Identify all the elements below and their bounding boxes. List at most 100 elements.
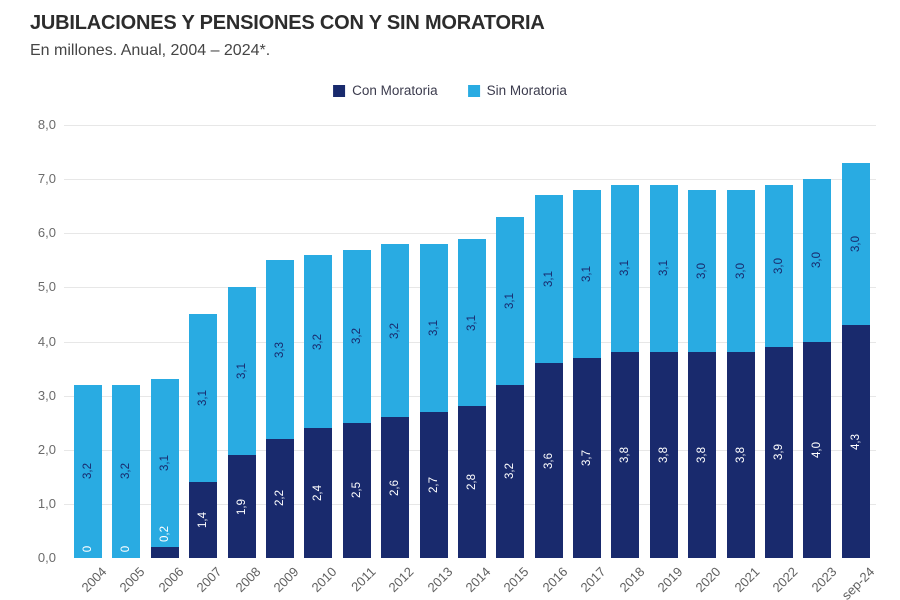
y-tick-2,0: 2,0	[37, 441, 56, 457]
bar-2014: 2,8 3,1 2014	[457, 125, 494, 595]
bar-2005: 0 3,2 2005	[112, 125, 148, 595]
segment-sin-moratoria	[189, 314, 218, 483]
segment-con-moratoria	[150, 547, 179, 558]
segment-sin-moratoria	[457, 238, 486, 407]
legend: Con Moratoria Sin Moratoria	[333, 83, 567, 98]
value-label-con: 3,9	[773, 444, 786, 461]
bar-2009: 2,2 3,3 2009	[265, 125, 302, 595]
bar-2021: 3,8 3,0 2021	[726, 125, 762, 595]
value-label-con: 2,8	[465, 474, 478, 491]
value-label-sin: 3,1	[158, 455, 171, 472]
y-tick-5,0: 5,0	[37, 279, 56, 295]
segment-sin-moratoria	[265, 260, 294, 439]
x-tick-2007: 2007	[193, 564, 225, 596]
chart-subtitle: En millones. Anual, 2004 – 2024*.	[30, 42, 271, 59]
gridline-8,0	[64, 125, 876, 126]
value-label-sin: 3,0	[696, 263, 709, 280]
segment-con-moratoria	[419, 411, 448, 558]
bar-2004: 0 3,2 2004	[74, 125, 110, 595]
x-tick-2012: 2012	[385, 564, 417, 596]
segment-con-moratoria	[803, 341, 832, 558]
segment-con-moratoria	[726, 352, 755, 558]
y-tick-7,0: 7,0	[37, 171, 56, 187]
segment-con-moratoria	[189, 482, 218, 558]
segment-sin-moratoria	[611, 184, 640, 353]
value-label-sin: 3,0	[773, 257, 786, 274]
value-label-sin: 3,2	[350, 328, 363, 345]
value-label-con: 2,4	[312, 485, 325, 502]
value-label-sin: 3,1	[581, 265, 594, 282]
value-label-con: 0	[82, 545, 94, 553]
x-tick-2023: 2023	[807, 564, 840, 596]
value-label-con: 3,8	[734, 447, 747, 464]
segment-con-moratoria	[649, 352, 678, 558]
bars-container: 0 3,2 2004 0 3,2 2005 0,2 3,1 2006 1,4 3,1 2007 1,9 3…	[64, 125, 880, 600]
segment-sin-moratoria	[381, 244, 410, 418]
value-label-sin: 3,2	[389, 322, 402, 339]
bar-2017: 3,7 3,1 2017	[573, 125, 609, 595]
x-tick-2020: 2020	[692, 564, 724, 596]
legend-swatch-sin-moratoria-icon	[467, 84, 480, 97]
legend-label-con-moratoria: Con Moratoria	[352, 83, 438, 98]
x-tick-2013: 2013	[424, 564, 456, 596]
value-label-sin: 3,2	[82, 463, 94, 480]
x-tick-2006: 2006	[155, 564, 187, 596]
bar-sep-24: 4,3 3,0 sep-24	[839, 125, 877, 600]
bar-2011: 2,5 3,2 2011	[342, 125, 378, 594]
value-label-con: 3,7	[581, 449, 594, 466]
value-label-con: 1,9	[235, 498, 248, 515]
bar-2015: 3,2 3,1 2015	[496, 125, 532, 595]
segment-sin-moratoria	[765, 184, 794, 347]
y-tick-6,0: 6,0	[37, 225, 56, 241]
segment-con-moratoria	[304, 428, 333, 558]
bar-2008: 1,9 3,1 2008	[227, 125, 263, 595]
bar-2016: 3,6 3,1 2016	[534, 125, 570, 595]
value-label-sin: 3,1	[657, 260, 670, 277]
segment-sin-moratoria	[342, 249, 371, 423]
value-label-sin: 3,1	[465, 314, 478, 331]
x-tick-2022: 2022	[769, 564, 801, 596]
value-label-con: 4,3	[849, 433, 862, 450]
segment-sin-moratoria	[304, 254, 333, 429]
y-tick-1,0: 1,0	[37, 495, 56, 511]
value-label-con: 3,2	[504, 463, 517, 480]
bar-2019: 3,8 3,1 2019	[649, 125, 685, 595]
segment-sin-moratoria	[841, 162, 870, 326]
value-label-sin: 3,0	[811, 252, 824, 269]
segment-sin-moratoria	[726, 189, 755, 353]
segment-sin-moratoria	[688, 189, 717, 353]
x-tick-2005: 2005	[116, 564, 148, 596]
value-label-con: 3,8	[619, 447, 632, 464]
value-label-con: 2,2	[273, 490, 286, 507]
bar-2012: 2,6 3,2 2012	[381, 125, 417, 595]
y-tick-8,0: 8,0	[37, 117, 56, 132]
value-label-sin: 3,1	[504, 292, 517, 309]
segment-sin-moratoria	[534, 195, 563, 364]
value-label-sin: 3,0	[734, 263, 747, 280]
gridline-7,0	[64, 179, 876, 181]
value-label-con: 3,6	[542, 452, 555, 469]
value-label-con: 2,5	[350, 482, 363, 499]
bar-2023: 4,0 3,0 2023	[803, 125, 839, 595]
value-label-con: 2,7	[427, 476, 440, 493]
value-label-sin: 3,1	[619, 260, 632, 277]
value-label-sin: 3,1	[197, 390, 210, 407]
gridline-6,0	[64, 233, 876, 235]
value-label-con: 0	[120, 545, 133, 553]
x-tick-2017: 2017	[577, 564, 609, 596]
x-tick-2008: 2008	[232, 564, 264, 596]
value-label-sin: 3,3	[273, 341, 286, 358]
chart-title: JUBILACIONES Y PENSIONES CON Y SIN MORAT…	[30, 12, 545, 34]
x-tick-2004: 2004	[78, 564, 110, 596]
bar-2020: 3,8 3,0 2020	[688, 125, 724, 595]
segment-con-moratoria	[611, 352, 640, 558]
value-label-sin: 3,2	[312, 333, 325, 350]
segment-con-moratoria	[265, 438, 294, 558]
value-label-sin: 3,0	[849, 236, 862, 253]
legend-swatch-con-moratoria-icon	[333, 84, 346, 97]
value-label-con: 2,6	[389, 479, 402, 496]
segment-con-moratoria	[765, 346, 794, 558]
bar-2010: 2,4 3,2 2010	[304, 125, 340, 595]
segment-con-moratoria	[457, 406, 486, 558]
